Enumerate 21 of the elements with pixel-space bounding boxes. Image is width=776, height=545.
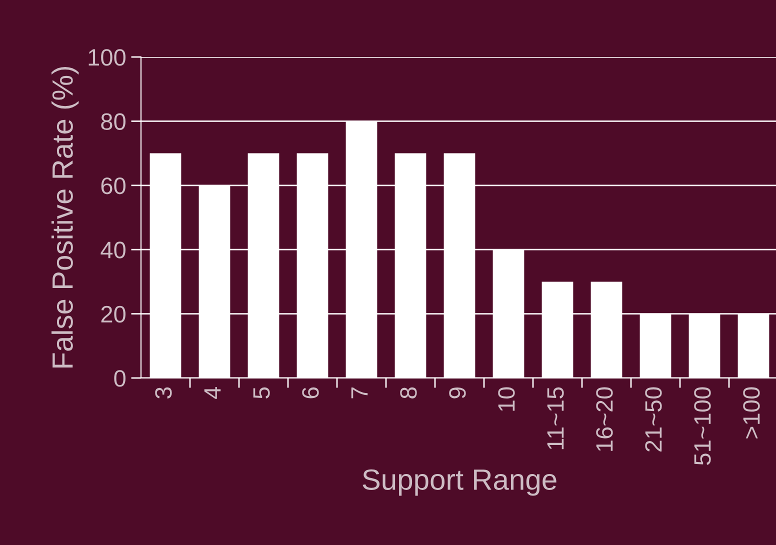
x-tick-label: 16~20 xyxy=(596,387,613,451)
y-tick-label: 40 xyxy=(100,242,126,258)
x-tick-label: 21~50 xyxy=(645,387,662,452)
x-tick-label: 3 xyxy=(155,387,172,399)
y-tick-label: 80 xyxy=(101,113,126,130)
x-tick-label: 10 xyxy=(498,387,515,411)
x-tick-label: 51~100 xyxy=(694,387,711,465)
y-tick-label: 60 xyxy=(101,177,126,194)
y-tick-label: 100 xyxy=(88,49,126,66)
y-tick-label: 0 xyxy=(114,370,126,387)
x-tick-label: 8 xyxy=(400,387,417,398)
x-axis-title: Support Range xyxy=(362,469,556,496)
y-axis-title: False Positive Rate (%) xyxy=(52,66,79,368)
x-tick-label: 4 xyxy=(204,387,221,399)
x-tick-label: 9 xyxy=(449,387,466,398)
x-tick-label: >100 xyxy=(743,387,760,438)
x-tick-label: 11~15 xyxy=(547,387,564,450)
x-tick-label: 6 xyxy=(302,387,319,398)
x-tick-label: 5 xyxy=(253,387,270,399)
x-tick-label: 7 xyxy=(351,388,368,398)
y-tick-label: 20 xyxy=(101,306,126,323)
